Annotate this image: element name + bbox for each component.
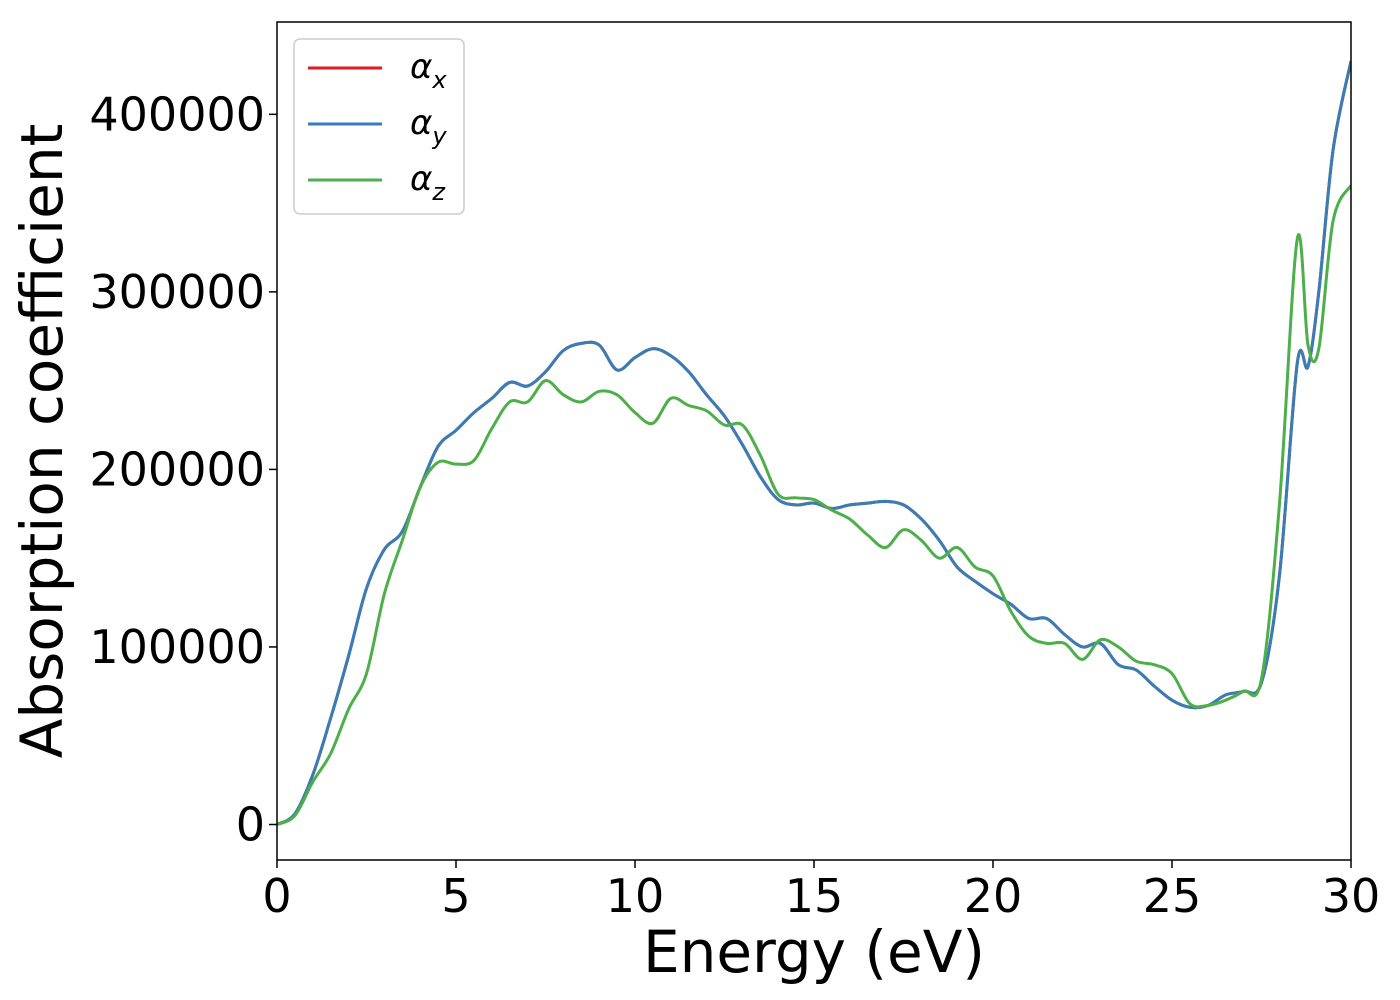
series-line-y <box>277 60 1351 826</box>
y-tick-label: 0 <box>236 797 265 851</box>
y-tick-label: 100000 <box>89 620 265 674</box>
y-axis-label: Absorption coefficient <box>8 124 76 759</box>
x-tick-label: 5 <box>441 869 470 923</box>
y-tick-label: 200000 <box>89 442 265 496</box>
legend-label-y: αy <box>410 103 447 150</box>
x-tick-label: 0 <box>262 869 291 923</box>
x-tick-label: 20 <box>964 869 1023 923</box>
series-layer <box>277 60 1351 826</box>
y-tick-label: 400000 <box>89 87 265 141</box>
series-line-z <box>277 184 1351 826</box>
y-axis-ticks: 0 100000 200000 300000 400000 <box>89 87 277 851</box>
x-tick-label: 25 <box>1143 869 1202 923</box>
x-axis-ticks: 0 5 10 15 20 25 30 <box>262 860 1380 923</box>
x-axis-label: Energy (eV) <box>643 918 985 986</box>
x-tick-label: 15 <box>785 869 844 923</box>
y-tick-label: 300000 <box>89 265 265 319</box>
legend-box <box>293 38 465 215</box>
legend-label-x: αx <box>410 47 447 94</box>
x-tick-label: 10 <box>606 869 665 923</box>
x-tick-label: 30 <box>1322 869 1381 923</box>
